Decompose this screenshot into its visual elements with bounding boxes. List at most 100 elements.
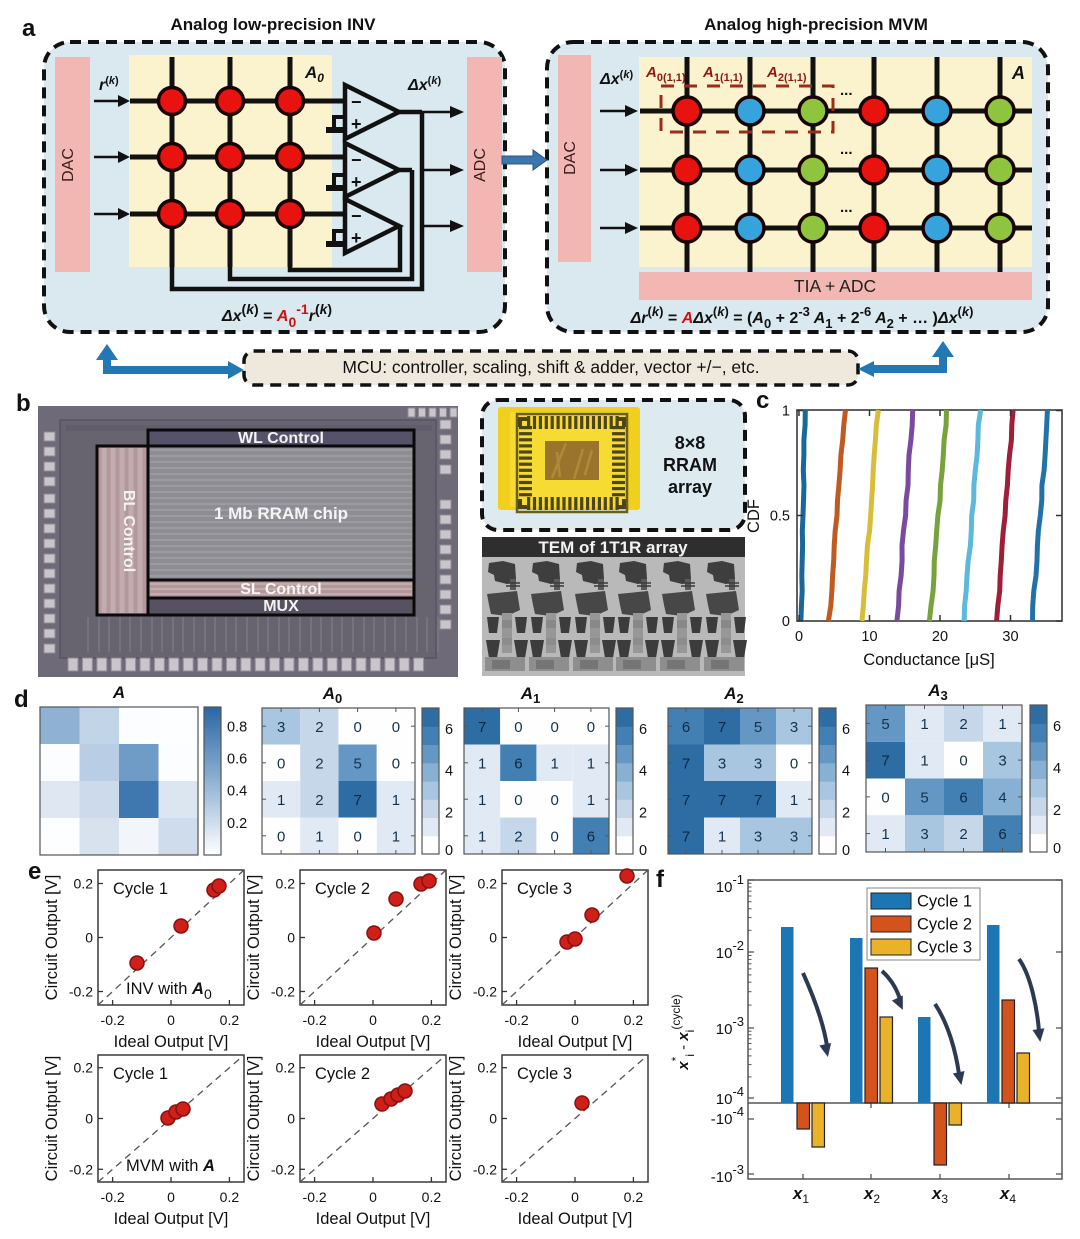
svg-text:0: 0 (782, 614, 790, 630)
svg-text:7: 7 (754, 792, 762, 809)
svg-text:2: 2 (959, 826, 967, 843)
svg-text:6: 6 (682, 719, 690, 736)
svg-text:Cycle 1: Cycle 1 (113, 880, 168, 898)
svg-text:2: 2 (1053, 803, 1061, 819)
svg-text:0: 0 (287, 1111, 295, 1127)
svg-text:BL Control: BL Control (120, 490, 137, 572)
svg-text:7: 7 (718, 719, 726, 736)
svg-text:0.2: 0.2 (74, 876, 94, 892)
svg-text:A2(1,1): A2(1,1) (766, 64, 807, 84)
svg-text:0: 0 (445, 843, 453, 859)
svg-text:7: 7 (881, 753, 889, 770)
svg-text:1: 1 (881, 826, 889, 843)
svg-text:DAC: DAC (60, 148, 77, 182)
svg-text:7: 7 (478, 719, 486, 736)
svg-text:x2: x2 (863, 1184, 880, 1206)
svg-text:0: 0 (514, 792, 522, 809)
svg-text:0.2: 0.2 (478, 876, 498, 892)
svg-text:Δx(k) = A0-1r(k): Δx(k) = A0-1r(k) (221, 301, 332, 330)
svg-text:Ideal Output [V]: Ideal Output [V] (518, 1210, 633, 1228)
svg-text:0: 0 (550, 719, 558, 736)
svg-text:A2: A2 (723, 684, 744, 706)
svg-text:Cycle 2: Cycle 2 (315, 1065, 370, 1083)
svg-text:0: 0 (392, 755, 400, 772)
svg-text:-0.2: -0.2 (473, 984, 497, 1000)
svg-text:TIA + ADC: TIA + ADC (794, 276, 876, 296)
svg-text:4: 4 (998, 789, 1006, 806)
svg-text:3: 3 (277, 719, 285, 736)
svg-text:5: 5 (920, 789, 928, 806)
svg-text:-0.2: -0.2 (473, 1161, 497, 1177)
svg-text:4: 4 (842, 764, 850, 780)
svg-text:-0.2: -0.2 (505, 1012, 529, 1028)
svg-text:0: 0 (85, 930, 93, 946)
svg-text:6: 6 (959, 789, 967, 806)
svg-text:3: 3 (998, 753, 1006, 770)
svg-text:0.4: 0.4 (227, 784, 247, 800)
svg-text:10-1: 10-1 (716, 872, 744, 896)
svg-text:0.2: 0.2 (220, 1012, 240, 1028)
svg-text:1: 1 (587, 755, 595, 772)
svg-text:-0.2: -0.2 (505, 1189, 529, 1205)
svg-text:0.2: 0.2 (478, 1060, 498, 1076)
svg-text:7: 7 (682, 755, 690, 772)
svg-text:Circuit Output [V]: Circuit Output [V] (245, 1056, 263, 1182)
svg-text:A0: A0 (322, 684, 343, 706)
svg-text:0.2: 0.2 (422, 1012, 442, 1028)
svg-text:0: 0 (369, 1189, 377, 1205)
svg-text:0: 0 (571, 1012, 579, 1028)
svg-text:3: 3 (790, 828, 798, 845)
svg-text:0.2: 0.2 (624, 1012, 644, 1028)
svg-text:3: 3 (754, 755, 762, 772)
svg-text:0.8: 0.8 (227, 719, 247, 735)
svg-text:4: 4 (1053, 761, 1061, 777)
svg-text:−: − (351, 92, 362, 112)
svg-text:2: 2 (639, 805, 647, 821)
svg-text:TEM of 1T1R array: TEM of 1T1R array (538, 538, 688, 557)
svg-text:Circuit Output [V]: Circuit Output [V] (245, 875, 263, 1001)
svg-text:2: 2 (315, 755, 323, 772)
svg-text:Ideal Output [V]: Ideal Output [V] (114, 1033, 229, 1051)
svg-text:Ideal Output [V]: Ideal Output [V] (518, 1033, 633, 1051)
svg-text:0: 0 (881, 789, 889, 806)
svg-text:1: 1 (478, 755, 486, 772)
svg-text:0.2: 0.2 (74, 1060, 94, 1076)
svg-text:-0.2: -0.2 (303, 1189, 327, 1205)
svg-text:-0.2: -0.2 (271, 984, 295, 1000)
svg-text:0: 0 (287, 930, 295, 946)
svg-text:-10-4: -10-4 (711, 1104, 744, 1128)
svg-text:1: 1 (718, 828, 726, 845)
svg-text:0.2: 0.2 (227, 816, 247, 832)
svg-text:0: 0 (514, 719, 522, 736)
svg-text:2: 2 (315, 792, 323, 809)
svg-text:Circuit Output [V]: Circuit Output [V] (447, 875, 465, 1001)
svg-text:1: 1 (478, 828, 486, 845)
svg-text:0: 0 (85, 1111, 93, 1127)
svg-text:10-2: 10-2 (716, 938, 744, 962)
svg-text:1 Mb RRAM chip: 1 Mb RRAM chip (214, 504, 348, 523)
svg-text:0.6: 0.6 (227, 751, 247, 767)
svg-text:Δx(k): Δx(k) (407, 75, 441, 94)
svg-text:1: 1 (315, 828, 323, 845)
svg-text:2: 2 (959, 716, 967, 733)
svg-text:2: 2 (842, 805, 850, 821)
svg-text:0.2: 0.2 (220, 1189, 240, 1205)
svg-text:+: + (351, 228, 362, 248)
svg-text:20: 20 (932, 629, 948, 645)
svg-text:3: 3 (718, 755, 726, 772)
svg-text:ADC: ADC (472, 148, 489, 182)
svg-text:Circuit Output [V]: Circuit Output [V] (43, 875, 61, 1001)
svg-text:0: 0 (277, 828, 285, 845)
svg-text:0: 0 (639, 843, 647, 859)
svg-text:2: 2 (514, 828, 522, 845)
svg-text:Circuit Output [V]: Circuit Output [V] (43, 1056, 61, 1182)
svg-text:0: 0 (277, 755, 285, 772)
svg-text:0: 0 (392, 719, 400, 736)
svg-text:-0.2: -0.2 (69, 984, 93, 1000)
svg-text:x3: x3 (931, 1184, 948, 1206)
svg-text:-10-3: -10-3 (711, 1162, 744, 1186)
svg-text:7: 7 (353, 792, 361, 809)
svg-text:Circuit Output [V]: Circuit Output [V] (447, 1056, 465, 1182)
svg-text:6: 6 (639, 722, 647, 738)
svg-text:Cycle 2: Cycle 2 (917, 916, 972, 934)
